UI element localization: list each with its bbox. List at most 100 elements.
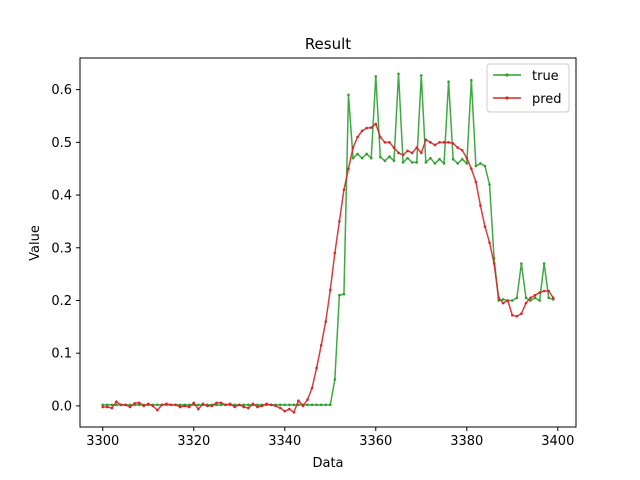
legend-marker-true (505, 73, 509, 77)
data-point-pred (347, 167, 350, 170)
data-point-true (315, 403, 318, 407)
data-point-pred (433, 143, 437, 147)
data-point-pred (547, 289, 550, 293)
data-point-pred (465, 156, 469, 160)
data-point-true (433, 162, 437, 165)
data-point-pred (310, 386, 314, 390)
data-point-pred (515, 315, 519, 318)
x-tick-label: 3320 (177, 434, 210, 449)
data-point-true (401, 161, 405, 164)
data-point-pred (146, 402, 150, 406)
y-tick-label: 0.3 (51, 241, 72, 256)
data-point-true (397, 72, 400, 76)
data-point-pred (210, 404, 214, 408)
data-point-pred (551, 296, 555, 300)
data-point-true (524, 296, 528, 300)
data-point-pred (415, 146, 419, 149)
data-point-true (101, 403, 105, 407)
data-point-true (479, 162, 482, 165)
plot-area (79, 57, 577, 428)
data-point-pred (406, 149, 409, 153)
y-tick-label: 0.0 (51, 399, 72, 414)
data-point-pred (369, 126, 373, 129)
data-point-pred (160, 403, 164, 407)
data-point-pred (383, 141, 387, 144)
data-point-true (447, 80, 450, 84)
data-point-pred (360, 129, 364, 133)
x-tick-label: 3360 (359, 434, 392, 449)
data-point-true (538, 299, 541, 302)
data-point-pred (451, 142, 455, 145)
data-point-pred (479, 204, 482, 207)
data-point-pred (124, 403, 127, 407)
data-point-pred (242, 405, 246, 409)
data-point-true (324, 403, 328, 407)
data-point-pred (174, 403, 177, 407)
series-line-pred (102, 123, 554, 413)
data-point-pred (319, 343, 323, 347)
legend-label-pred: pred (532, 92, 562, 107)
data-point-pred (497, 296, 500, 300)
data-point-pred (533, 293, 537, 297)
data-point-true (410, 161, 414, 164)
data-point-pred (301, 404, 305, 408)
data-point-pred (224, 403, 227, 407)
data-point-pred (206, 404, 209, 408)
data-point-true (197, 403, 200, 407)
legend: true pred (486, 63, 570, 113)
data-point-pred (110, 406, 114, 410)
data-point-pred (374, 122, 378, 126)
axes-frame (79, 57, 577, 428)
data-point-true (429, 156, 432, 160)
data-point-pred (288, 407, 291, 411)
data-point-true (474, 164, 478, 168)
data-point-pred (187, 405, 191, 409)
data-point-true (406, 156, 409, 160)
data-point-pred (306, 398, 309, 401)
data-point-pred (269, 403, 273, 407)
data-point-true (369, 156, 373, 160)
data-point-true (328, 403, 332, 407)
data-point-true (515, 296, 519, 300)
data-point-true (356, 152, 359, 156)
data-point-true (483, 164, 487, 168)
data-point-pred (237, 403, 241, 407)
data-point-pred (333, 251, 337, 255)
data-point-true (306, 403, 309, 407)
data-point-pred (165, 402, 168, 406)
data-point-pred (247, 406, 250, 410)
data-point-pred (529, 296, 532, 300)
y-tick-label: 0.2 (51, 294, 72, 309)
data-point-true (242, 403, 246, 407)
data-point-true (438, 157, 441, 161)
data-point-true (233, 403, 237, 407)
data-point-pred (292, 410, 296, 414)
data-point-true (424, 161, 428, 164)
data-point-true (547, 296, 550, 300)
data-point-true (460, 157, 464, 161)
data-point-pred (260, 404, 264, 408)
data-point-pred (115, 400, 118, 404)
data-point-true (278, 403, 282, 407)
data-point-pred (520, 312, 523, 315)
data-point-pred (256, 405, 259, 409)
x-axis: 3300 3320 3340 3360 3380 3400 (86, 427, 574, 449)
data-point-pred (265, 402, 268, 406)
data-point-true (365, 152, 368, 156)
data-point-true (520, 262, 523, 265)
y-axis: 0.0 0.1 0.2 0.3 0.4 0.5 0.6 (51, 83, 80, 414)
data-point-true (333, 378, 337, 381)
data-point-pred (424, 138, 428, 142)
chart-title: Result (305, 35, 351, 53)
data-point-pred (283, 409, 287, 413)
data-point-pred (133, 401, 136, 405)
data-point-pred (524, 301, 528, 305)
data-point-pred (538, 291, 541, 294)
data-point-pred (278, 406, 282, 410)
data-point-true (319, 403, 323, 407)
x-axis-label: Data (312, 456, 343, 471)
data-point-pred (356, 135, 359, 139)
y-tick-label: 0.1 (51, 347, 72, 362)
data-point-pred (397, 151, 400, 155)
